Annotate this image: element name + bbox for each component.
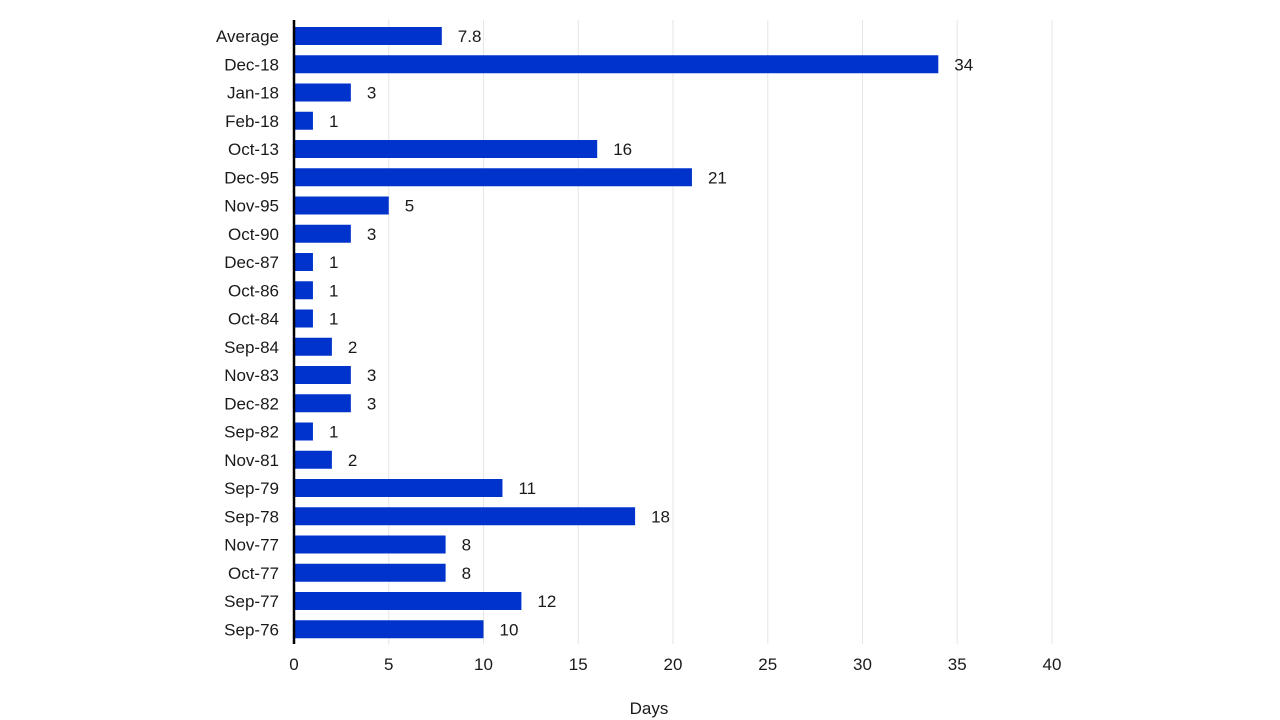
category-label: Oct-13 bbox=[228, 140, 279, 159]
category-label: Dec-87 bbox=[224, 253, 279, 272]
data-label: 1 bbox=[329, 423, 338, 442]
data-label: 5 bbox=[405, 197, 414, 216]
bar bbox=[294, 592, 522, 610]
bar bbox=[294, 309, 313, 328]
data-label: 2 bbox=[348, 451, 357, 470]
data-label: 3 bbox=[367, 225, 376, 244]
category-label: Sep-78 bbox=[224, 507, 279, 526]
data-label: 1 bbox=[329, 310, 338, 329]
x-tick-label: 15 bbox=[569, 655, 588, 674]
category-label: Dec-95 bbox=[224, 168, 279, 187]
data-label: 16 bbox=[613, 140, 632, 159]
data-label: 1 bbox=[329, 253, 338, 272]
bar bbox=[294, 479, 503, 497]
category-label: Oct-86 bbox=[228, 281, 279, 300]
bars bbox=[294, 27, 939, 639]
data-label: 8 bbox=[462, 536, 471, 555]
data-label: 8 bbox=[462, 564, 471, 583]
data-label: 1 bbox=[329, 112, 338, 131]
x-tick-label: 5 bbox=[384, 655, 393, 674]
x-tick-label: 0 bbox=[289, 655, 298, 674]
x-tick-label: 20 bbox=[664, 655, 683, 674]
bar bbox=[294, 224, 351, 243]
data-label: 3 bbox=[367, 84, 376, 103]
data-label: 2 bbox=[348, 338, 357, 357]
data-label: 18 bbox=[651, 507, 670, 526]
x-axis-title: Days bbox=[630, 699, 669, 718]
data-label: 1 bbox=[329, 281, 338, 300]
x-tick-label: 40 bbox=[1043, 655, 1062, 674]
category-label: Nov-95 bbox=[224, 197, 279, 216]
category-label: Average bbox=[216, 27, 279, 46]
data-label: 12 bbox=[537, 592, 556, 611]
bar bbox=[294, 507, 636, 526]
category-label: Oct-90 bbox=[228, 225, 279, 244]
category-label: Nov-81 bbox=[224, 451, 279, 470]
x-tick-label: 35 bbox=[948, 655, 967, 674]
data-label: 7.8 bbox=[458, 27, 482, 46]
data-label: 11 bbox=[518, 479, 536, 498]
bar bbox=[294, 394, 351, 413]
bar bbox=[294, 535, 446, 554]
category-label: Dec-82 bbox=[224, 394, 279, 413]
category-label: Sep-84 bbox=[224, 338, 279, 357]
data-label: 10 bbox=[500, 620, 519, 639]
bar bbox=[294, 337, 332, 356]
data-label: 3 bbox=[367, 394, 376, 413]
bar bbox=[294, 168, 692, 187]
x-tick-labels: 0 5 10 15 20 25 30 35 40 bbox=[289, 655, 1061, 674]
x-tick-label: 10 bbox=[474, 655, 493, 674]
data-label: 21 bbox=[708, 168, 727, 187]
category-label: Jan-18 bbox=[227, 84, 279, 103]
bar bbox=[294, 55, 939, 74]
category-labels: Average Dec-18 Jan-18 Feb-18 Oct-13 Dec-95 Nov… bbox=[216, 27, 279, 639]
bar bbox=[294, 281, 313, 300]
data-label: 3 bbox=[367, 366, 376, 385]
bar bbox=[294, 253, 313, 271]
category-label: Oct-77 bbox=[228, 564, 279, 583]
bar bbox=[294, 422, 313, 441]
category-label: Sep-79 bbox=[224, 479, 279, 498]
category-label: Sep-76 bbox=[224, 620, 279, 639]
category-label: Feb-18 bbox=[225, 112, 279, 131]
bar bbox=[294, 83, 351, 102]
x-tick-label: 30 bbox=[853, 655, 872, 674]
bar bbox=[294, 620, 484, 639]
category-label: Oct-84 bbox=[228, 310, 279, 329]
bar bbox=[294, 366, 351, 384]
bar bbox=[294, 450, 332, 469]
data-label: 34 bbox=[954, 55, 973, 74]
category-label: Sep-82 bbox=[224, 423, 279, 442]
x-tick-label: 25 bbox=[758, 655, 777, 674]
category-label: Nov-77 bbox=[224, 536, 279, 555]
gridlines bbox=[388, 20, 1053, 644]
category-label: Dec-18 bbox=[224, 55, 279, 74]
bar bbox=[294, 196, 389, 215]
bar bbox=[294, 563, 446, 582]
category-label: Nov-83 bbox=[224, 366, 279, 385]
bar bbox=[294, 111, 313, 130]
bar bbox=[294, 140, 598, 158]
bar bbox=[294, 27, 442, 45]
category-label: Sep-77 bbox=[224, 592, 279, 611]
